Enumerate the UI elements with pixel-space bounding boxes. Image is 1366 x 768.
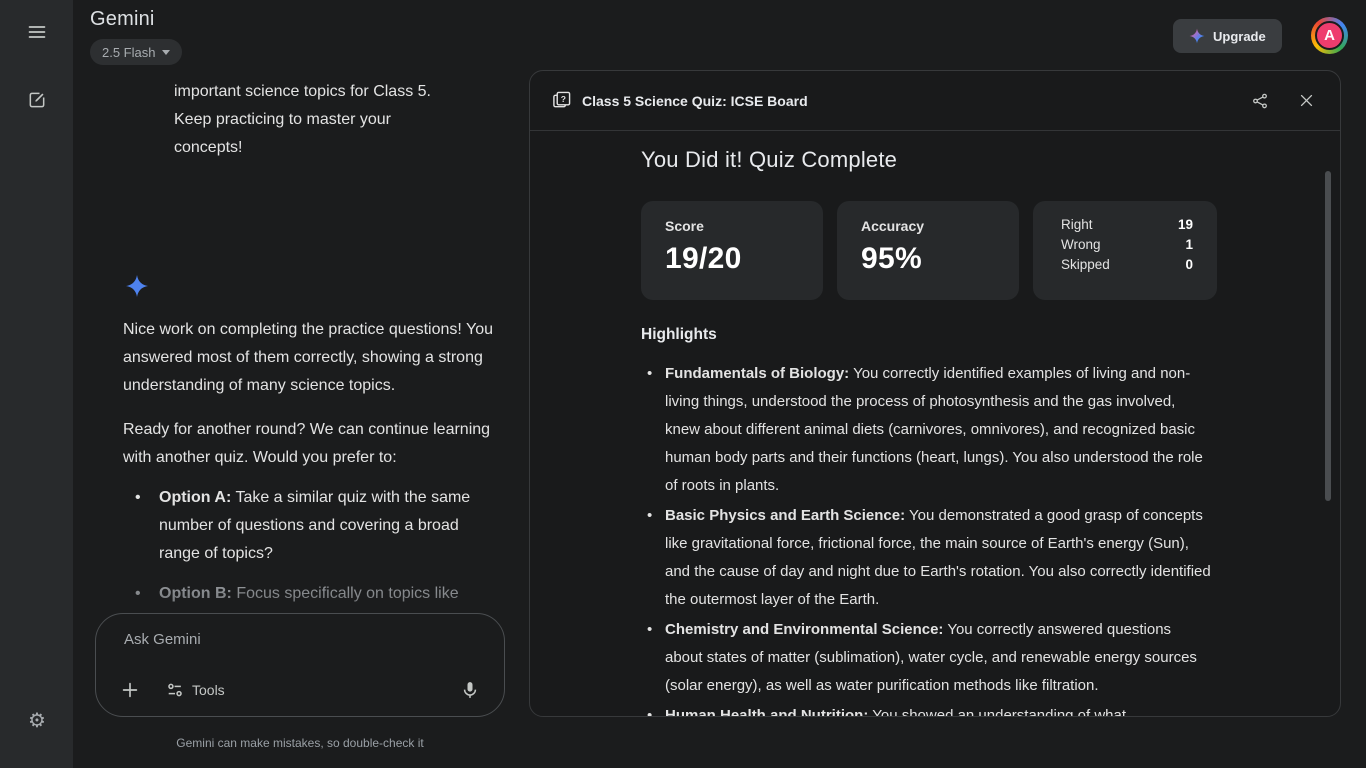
count-value: 1 (1185, 237, 1194, 252)
share-icon[interactable] (1248, 89, 1272, 113)
gemini-sparkle-icon (1189, 28, 1205, 44)
count-row-wrong: Wrong 1 (1061, 235, 1193, 255)
highlight-lead: Chemistry and Environmental Science: (665, 621, 944, 638)
disclaimer-text: Gemini can make mistakes, so double-chec… (176, 736, 424, 750)
count-label: Wrong (1061, 237, 1101, 252)
chevron-down-icon (162, 49, 171, 55)
avatar[interactable]: A (1311, 17, 1348, 54)
ask-gemini-input[interactable]: Ask Gemini Tools (95, 613, 505, 717)
highlight-lead: Basic Physics and Earth Science: (665, 507, 906, 524)
gemini-sparkle-icon (125, 274, 149, 298)
count-row-right: Right 19 (1061, 215, 1193, 235)
tools-label: Tools (192, 682, 225, 698)
count-row-skipped: Skipped 0 (1061, 255, 1193, 275)
option-lead: Option B: (159, 585, 232, 602)
count-label: Right (1061, 217, 1093, 232)
option-text: Take a similar quiz with the same number… (159, 489, 471, 562)
menu-icon[interactable] (24, 19, 50, 45)
highlight-lead: Fundamentals of Biology: (665, 365, 850, 382)
app-title: Gemini (90, 8, 155, 30)
highlights-title: Highlights (641, 326, 717, 343)
response-paragraph: Nice work on completing the practice que… (123, 321, 493, 394)
settings-icon[interactable]: ⚙ (28, 709, 46, 732)
highlights-list: Fundamentals of Biology: You correctly i… (641, 360, 1217, 717)
accuracy-label: Accuracy (861, 218, 925, 234)
result-title: You Did it! Quiz Complete (641, 147, 898, 172)
response-paragraph: Ready for another round? We can continue… (123, 421, 491, 466)
panel-scrollbar[interactable] (1325, 171, 1331, 501)
panel-body: You Did it! Quiz Complete Score 19/20 Ac… (530, 131, 1340, 717)
score-value: 19/20 (665, 242, 742, 275)
input-placeholder: Ask Gemini (124, 631, 201, 648)
tools-button[interactable]: Tools (166, 681, 225, 699)
highlight-text: You correctly identified examples of liv… (665, 365, 1203, 494)
quiz-result-panel: ? Class 5 Science Quiz: ICSE Board You D… (529, 70, 1341, 717)
list-item: Option A: Take a similar quiz with the s… (123, 484, 495, 568)
avatar-letter: A (1315, 21, 1344, 50)
list-item: Human Health and Nutrition: You showed a… (641, 702, 1211, 717)
svg-text:?: ? (561, 94, 566, 104)
plus-icon (122, 682, 138, 698)
accuracy-value: 95% (861, 242, 922, 275)
quiz-icon: ? (553, 91, 571, 108)
add-button[interactable] (116, 676, 144, 704)
panel-header: ? Class 5 Science Quiz: ICSE Board (530, 71, 1340, 131)
highlight-lead: Human Health and Nutrition: (665, 707, 869, 717)
mic-button[interactable] (456, 676, 484, 704)
upgrade-button[interactable]: Upgrade (1173, 19, 1282, 53)
model-selector[interactable]: 2.5 Flash (90, 39, 183, 65)
panel-title: Class 5 Science Quiz: ICSE Board (582, 92, 808, 109)
list-item: Basic Physics and Earth Science: You dem… (641, 502, 1211, 614)
option-lead: Option A: (159, 489, 232, 506)
highlight-text: You showed an understanding of what (868, 707, 1127, 717)
highlight-text: You correctly answered questions about s… (665, 621, 1197, 694)
count-value: 0 (1185, 257, 1194, 272)
response-options-list: Option A: Take a similar quiz with the s… (123, 484, 507, 618)
new-chat-icon[interactable] (24, 87, 50, 113)
microphone-icon (463, 682, 477, 698)
chat-history: important science topics for Class 5. Ke… (95, 70, 507, 618)
counts-card: Right 19 Wrong 1 Skipped 0 (1033, 201, 1218, 300)
upgrade-label: Upgrade (1213, 28, 1266, 44)
tune-icon (168, 683, 182, 697)
count-value: 19 (1177, 217, 1194, 232)
model-label: 2.5 Flash (102, 44, 156, 60)
close-icon[interactable] (1294, 89, 1318, 113)
highlight-text: You demonstrated a good grasp of concept… (665, 507, 1211, 608)
score-label: Score (665, 218, 704, 234)
list-item: Chemistry and Environmental Science: You… (641, 616, 1211, 700)
score-card: Score 19/20 (641, 201, 823, 300)
previous-message-text: important science topics for Class 5. Ke… (174, 83, 431, 156)
list-item: Fundamentals of Biology: You correctly i… (641, 360, 1211, 500)
accuracy-card: Accuracy 95% (837, 201, 1019, 300)
count-label: Skipped (1061, 257, 1110, 272)
sidebar: ⚙ (0, 0, 73, 768)
